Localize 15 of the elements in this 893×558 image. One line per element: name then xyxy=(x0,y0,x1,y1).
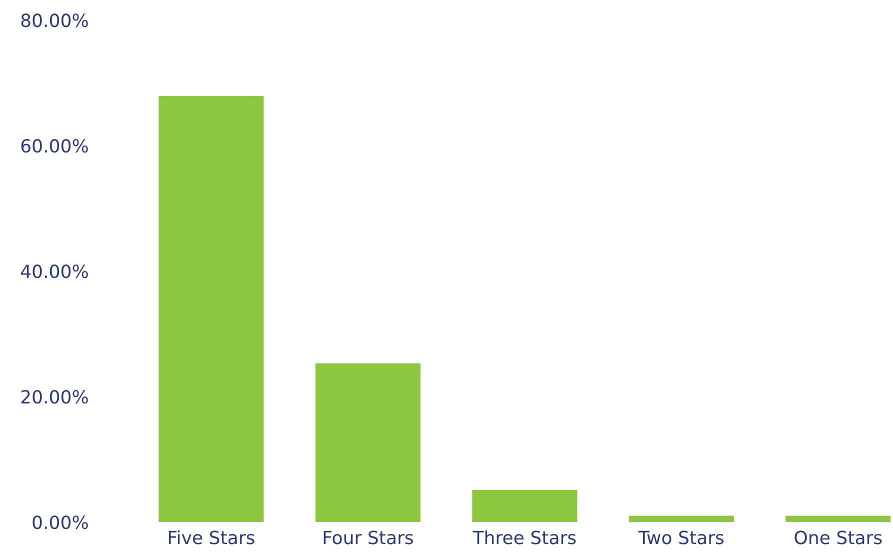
bar xyxy=(158,96,264,522)
x-tick-label: Three Stars xyxy=(472,530,576,544)
x-tick-label: Two Stars xyxy=(638,530,724,544)
bar xyxy=(472,490,578,522)
y-tick-label: 40.00% xyxy=(20,264,88,278)
x-tick-label: Four Stars xyxy=(324,530,413,544)
y-tick-label: 80.00% xyxy=(21,14,88,28)
y-tick-label: 0.00% xyxy=(32,515,88,530)
x-tick-label: Five Stars xyxy=(168,530,254,544)
bar xyxy=(628,516,734,522)
y-tick-label: 60.00% xyxy=(21,139,88,153)
bar xyxy=(786,516,891,522)
x-tick-label: One Stars xyxy=(794,530,882,544)
y-tick-label: 20.00% xyxy=(21,390,88,404)
bar xyxy=(315,363,420,522)
